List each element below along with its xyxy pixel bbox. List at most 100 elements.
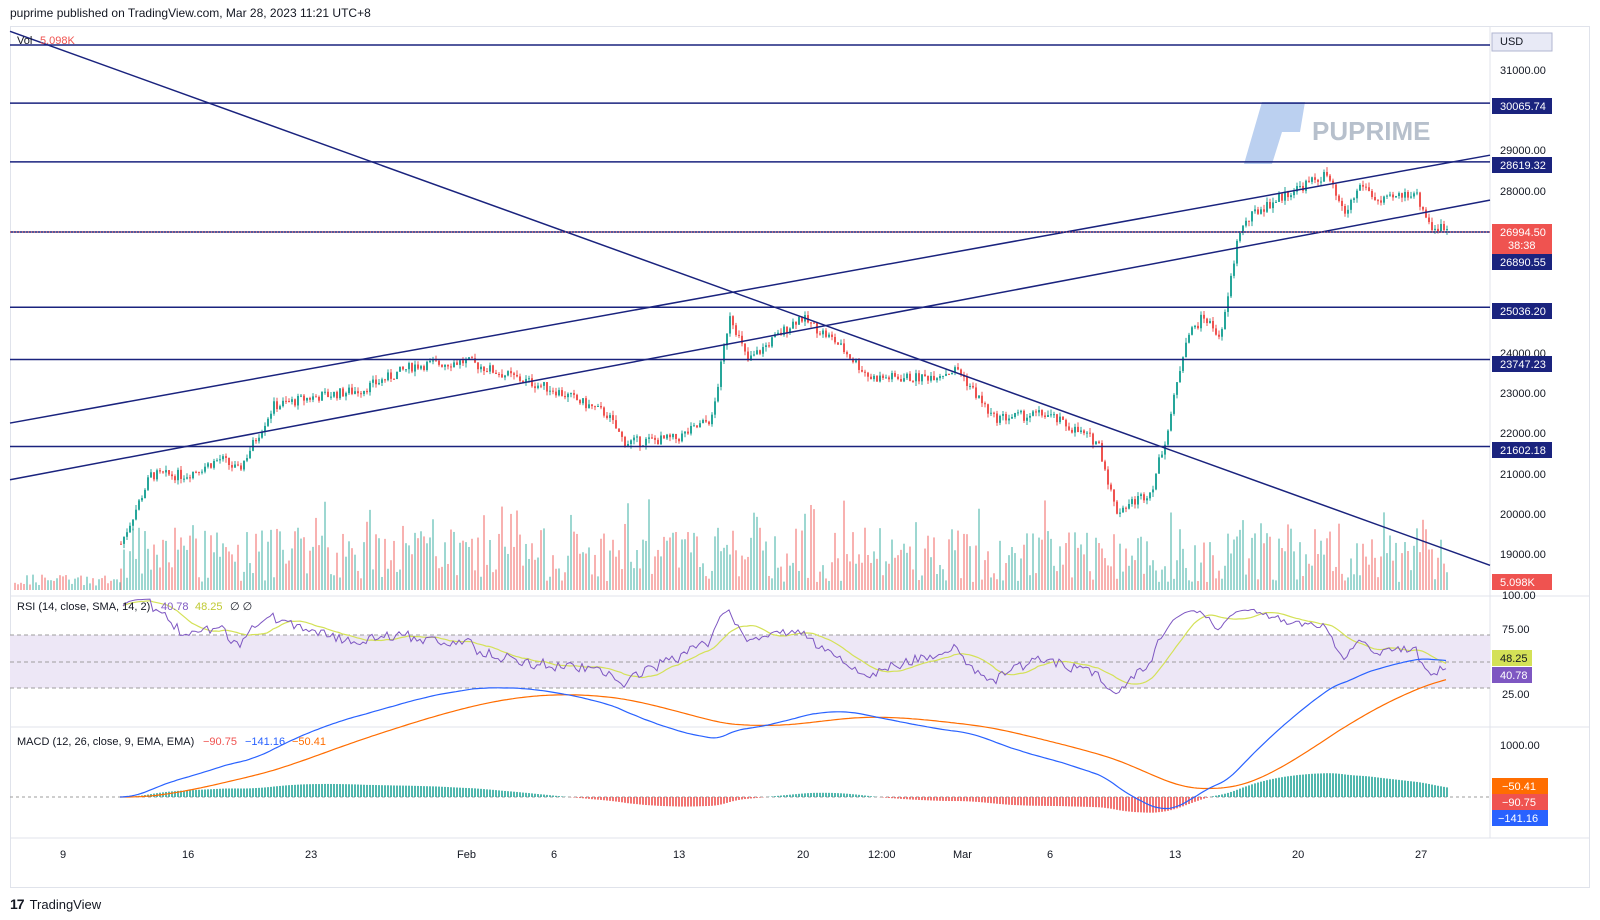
macd-axis[interactable]: 1000.00 −50.41 −90.75 −141.16 xyxy=(1492,740,1548,826)
volume-bar xyxy=(402,525,404,590)
macd-histogram-bar xyxy=(615,797,617,802)
volume-bar xyxy=(516,510,518,590)
candle-body xyxy=(294,399,296,406)
macd-histogram-bar xyxy=(243,788,245,797)
candle-body xyxy=(1125,507,1127,509)
volume-bar xyxy=(1437,557,1439,590)
volume-bar xyxy=(486,564,488,590)
candle-body xyxy=(852,358,854,363)
trendline xyxy=(9,154,1491,424)
macd-histogram-bar xyxy=(801,793,803,797)
candle-body xyxy=(825,330,827,337)
time-tick: 23 xyxy=(305,849,317,861)
macd-hist-badge xyxy=(1492,794,1548,810)
volume-bar xyxy=(150,569,152,590)
macd-histogram-bar xyxy=(1122,797,1124,811)
macd-histogram-bar xyxy=(471,788,473,797)
volume-bar xyxy=(477,537,479,590)
volume-bar xyxy=(1428,549,1430,590)
candle-body xyxy=(570,393,572,395)
macd-histogram-bar xyxy=(1263,780,1265,797)
volume-bar xyxy=(1089,571,1091,590)
macd-histogram-bar xyxy=(1044,797,1046,806)
price-axis[interactable]: USD 31000.00 29000.00 28000.00 24000.00 … xyxy=(1491,32,1553,590)
volume-bar xyxy=(1269,536,1271,590)
currency-box[interactable] xyxy=(1491,32,1553,52)
volume-bar xyxy=(1281,548,1283,590)
macd-histogram-bar xyxy=(600,797,602,800)
volume-bar xyxy=(645,540,647,590)
candle-body xyxy=(789,328,791,333)
macd-histogram-bar xyxy=(1296,775,1298,797)
volume-bar xyxy=(741,555,743,590)
macd-histogram-bar xyxy=(918,797,920,800)
candle-body xyxy=(411,363,413,372)
candle-body xyxy=(1116,501,1118,514)
volume-bar xyxy=(372,569,374,590)
candle-body xyxy=(591,404,593,407)
macd-histogram-bar xyxy=(810,792,812,797)
candle-body xyxy=(192,471,194,479)
macd-histogram-bar xyxy=(1086,797,1088,807)
candle-body xyxy=(1053,414,1055,416)
candle-body xyxy=(672,433,674,438)
volume-bar xyxy=(234,561,236,590)
macd-histogram-bar xyxy=(315,784,317,797)
candle-body xyxy=(453,362,455,368)
rsi-axis[interactable]: 100.00 75.00 25.00 48.25 40.78 xyxy=(1492,590,1536,701)
macd-histogram-bar xyxy=(384,785,386,797)
candle-body xyxy=(693,425,695,427)
macd-histogram-bar xyxy=(1221,794,1223,797)
volume-bar xyxy=(110,580,112,590)
volume-bar xyxy=(1023,544,1025,590)
volume-bar xyxy=(1404,542,1406,590)
candle-body xyxy=(501,374,503,378)
macd-histogram-bar xyxy=(837,793,839,797)
volume-bar xyxy=(264,580,266,590)
candle-body xyxy=(1197,325,1199,329)
macd-histogram-bar xyxy=(297,784,299,797)
volume-bar xyxy=(1068,532,1070,590)
candle-body xyxy=(948,373,950,375)
volume-bar xyxy=(669,537,671,590)
volume-bar xyxy=(95,585,97,590)
candle-body xyxy=(1332,180,1334,185)
volume-bar xyxy=(900,549,902,590)
macd-histogram-bar xyxy=(1341,774,1343,797)
volume-bar xyxy=(255,533,257,590)
volume-bar xyxy=(336,552,338,590)
volume-bar xyxy=(225,547,227,590)
volume-bar xyxy=(783,581,785,590)
candle-body xyxy=(939,376,941,379)
candle-body xyxy=(1443,223,1445,231)
candle-body xyxy=(951,372,953,375)
macd-histogram-bar xyxy=(678,797,680,807)
volume-bar xyxy=(951,529,953,590)
volume-bar xyxy=(1233,539,1235,590)
volume-bar xyxy=(1002,580,1004,590)
volume-bar xyxy=(17,584,19,590)
candle-body xyxy=(195,471,197,473)
macd-histogram-bar xyxy=(1443,786,1445,797)
macd-histogram-bar xyxy=(225,788,227,797)
time-axis[interactable]: 9 16 23 Feb 6 13 20 12:00 Mar 6 13 20 27 xyxy=(60,849,1427,861)
volume-bar xyxy=(132,528,134,590)
candle-body xyxy=(270,413,272,419)
candle-body xyxy=(765,345,767,348)
macd-histogram-bar xyxy=(285,785,287,797)
macd-histogram-bar xyxy=(993,797,995,804)
macd-histogram-bar xyxy=(1065,797,1067,807)
macd-histogram-bar xyxy=(939,797,941,801)
tradingview-footer[interactable]: 17 TradingView xyxy=(10,896,101,912)
candle-body xyxy=(1308,180,1310,182)
candle-body xyxy=(135,509,137,520)
macd-histogram-bar xyxy=(1401,780,1403,797)
candle-body xyxy=(597,405,599,407)
candle-body xyxy=(1155,473,1157,490)
volume-bar xyxy=(891,539,893,590)
macd-histogram-bar xyxy=(234,788,236,797)
volume-bar xyxy=(450,529,452,590)
volume-bar xyxy=(303,537,305,590)
macd-legend-label: MACD (12, 26, close, 9, EMA, EMA) xyxy=(17,736,194,748)
